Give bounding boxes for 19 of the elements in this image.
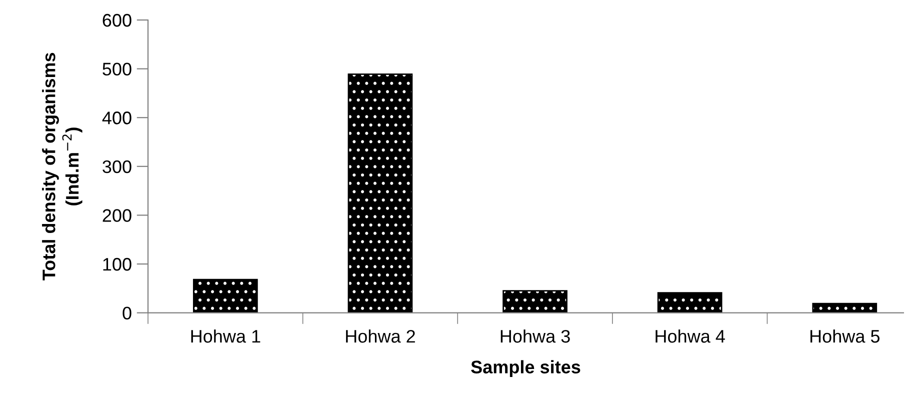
bar xyxy=(657,292,722,313)
y-tick-label: 0 xyxy=(122,306,132,320)
y-tick-label: 100 xyxy=(103,258,132,271)
x-tick-label: Hohwa 4 xyxy=(656,329,725,343)
y-tick-label: 300 xyxy=(102,160,132,174)
y-tick-label: 200 xyxy=(102,209,132,222)
bar xyxy=(192,278,258,313)
bar xyxy=(812,302,878,313)
y-tick-label: 600 xyxy=(102,14,132,27)
x-tick-label: Hohwa 5 xyxy=(810,329,880,343)
y-tick-label: 400 xyxy=(102,112,132,124)
bar xyxy=(348,73,413,313)
x-tick-label: Hohwa 3 xyxy=(500,329,570,343)
y-axis-title: Total density of organisms (Ind.m$^{−2}$) xyxy=(42,52,82,280)
x-axis-title: Sample sites xyxy=(471,360,580,378)
x-tick-label: Hohwa 1 xyxy=(191,329,260,343)
x-tick-label: Hohwa 2 xyxy=(346,329,415,343)
bar xyxy=(502,290,568,313)
y-tick-label: 500 xyxy=(102,62,132,76)
